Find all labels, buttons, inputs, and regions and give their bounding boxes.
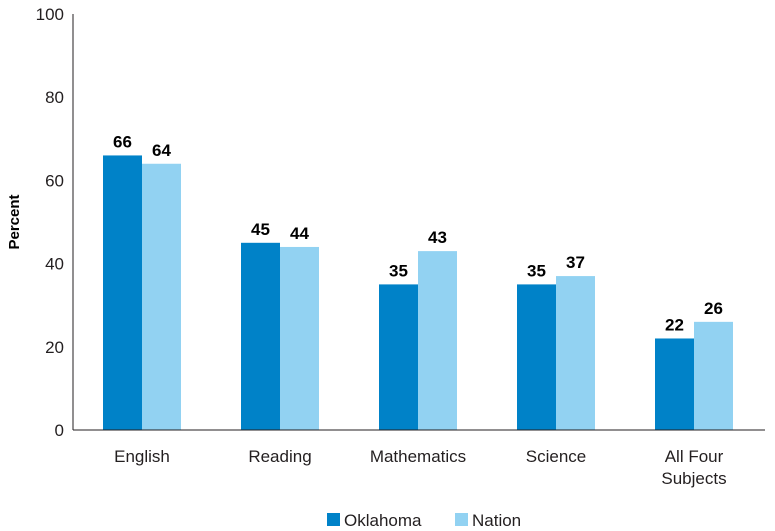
y-tick-label: 80 xyxy=(45,88,64,107)
x-tick-label: Subjects xyxy=(661,469,726,488)
data-label-nation-4: 26 xyxy=(704,299,723,318)
data-label-oklahoma-3: 35 xyxy=(527,261,546,280)
bar-oklahoma-4 xyxy=(655,338,694,430)
data-label-oklahoma-0: 66 xyxy=(113,132,132,151)
x-tick-label: English xyxy=(114,447,170,466)
bar-oklahoma-2 xyxy=(379,284,418,430)
y-axis: 0 20 40 60 80 100 xyxy=(36,5,74,440)
legend-label-nation: Nation xyxy=(472,511,521,530)
bar-nation-4 xyxy=(694,321,733,430)
x-axis: English Reading Mathematics Science All Four… xyxy=(73,429,765,488)
data-label-nation-0: 64 xyxy=(152,141,171,160)
data-label-nation-2: 43 xyxy=(428,228,447,247)
bar-nation-0 xyxy=(142,163,181,430)
data-label-nation-1: 44 xyxy=(290,224,309,243)
legend-swatch-nation xyxy=(455,513,468,526)
y-tick-label: 100 xyxy=(36,5,64,24)
bars xyxy=(103,155,733,430)
bar-nation-2 xyxy=(418,251,457,430)
data-label-nation-3: 37 xyxy=(566,253,585,272)
bar-oklahoma-0 xyxy=(103,155,142,430)
legend-label-oklahoma: Oklahoma xyxy=(344,511,422,530)
x-tick-label: Reading xyxy=(248,447,311,466)
data-labels: 66 64 45 44 35 43 35 37 22 26 xyxy=(113,132,723,334)
bar-oklahoma-1 xyxy=(241,242,280,430)
y-tick-label: 20 xyxy=(45,338,64,357)
legend: Oklahoma Nation xyxy=(327,511,521,530)
legend-swatch-oklahoma xyxy=(327,513,340,526)
bar-nation-3 xyxy=(556,276,595,430)
x-tick-label: All Four xyxy=(665,447,724,466)
x-tick-label: Mathematics xyxy=(370,447,466,466)
y-axis-title: Percent xyxy=(6,194,23,249)
data-label-oklahoma-1: 45 xyxy=(251,220,270,239)
bar-nation-1 xyxy=(280,246,319,430)
bar-oklahoma-3 xyxy=(517,284,556,430)
y-tick-label: 40 xyxy=(45,255,64,274)
data-label-oklahoma-4: 22 xyxy=(665,315,684,334)
data-label-oklahoma-2: 35 xyxy=(389,261,408,280)
y-tick-label: 60 xyxy=(45,171,64,190)
y-tick-label: 0 xyxy=(55,421,64,440)
x-tick-label: Science xyxy=(526,447,586,466)
